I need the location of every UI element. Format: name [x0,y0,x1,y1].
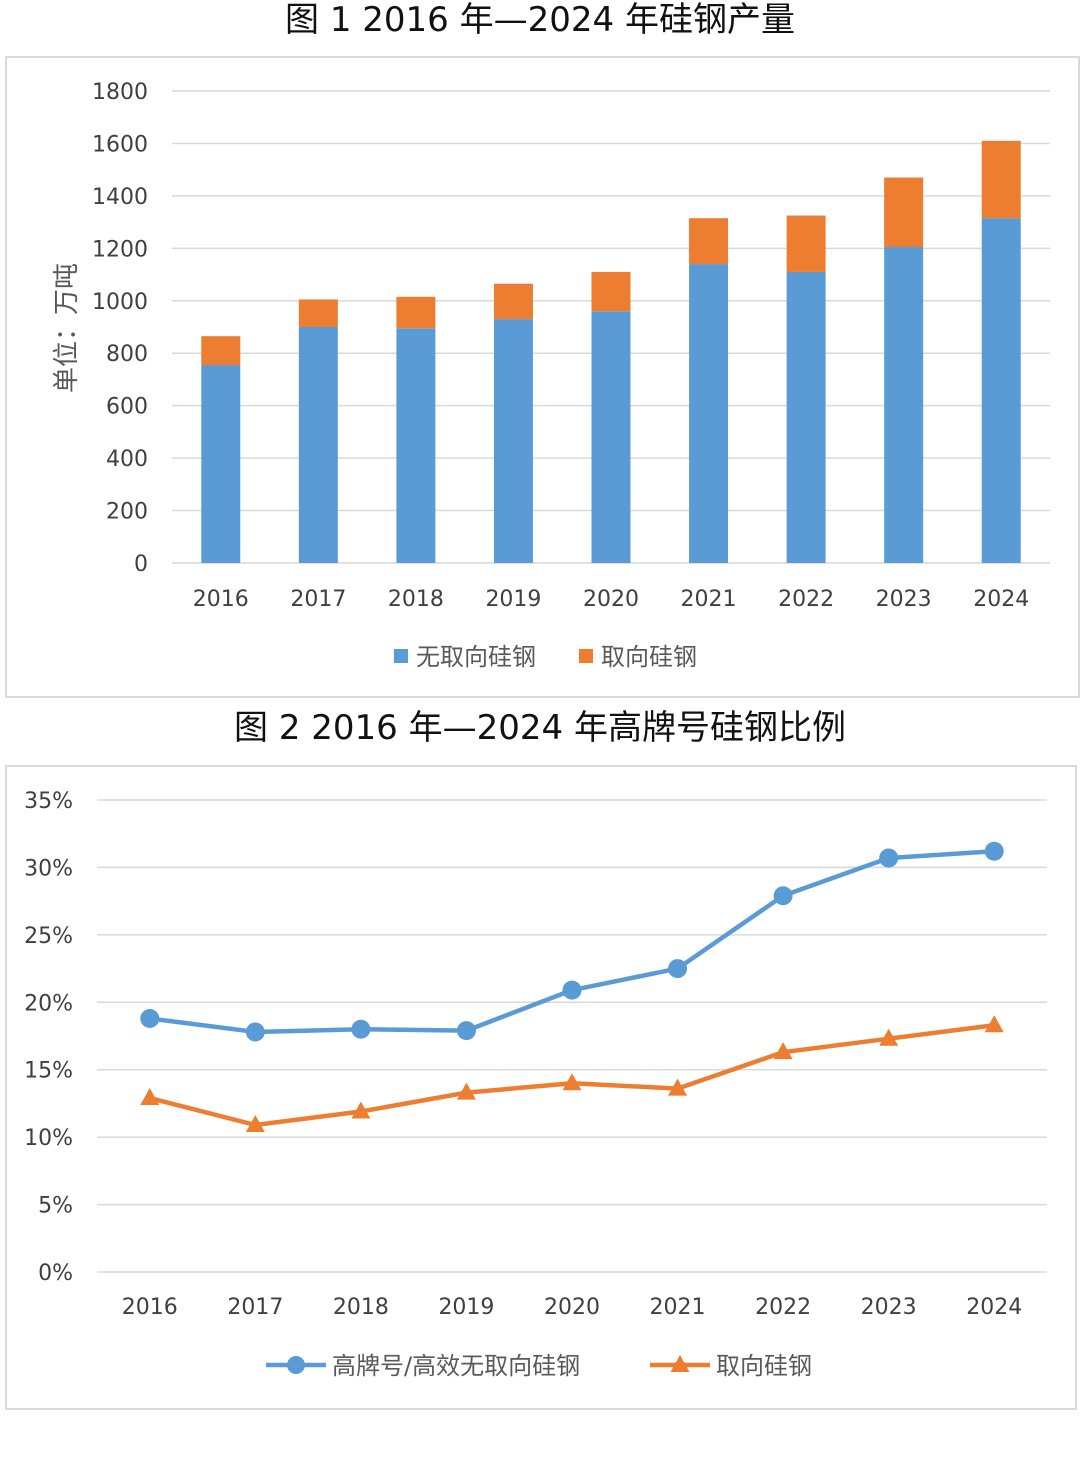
y-tick-label: 10% [24,1126,73,1151]
x-tick-label: 2017 [227,1295,283,1320]
y-tick-label: 20% [24,991,73,1016]
x-tick-label: 2023 [861,1295,917,1320]
legend-label: 取向硅钢 [716,1352,812,1380]
y-tick-label: 400 [106,447,148,472]
x-tick-label: 2017 [290,587,346,612]
x-tick-label: 2024 [966,1295,1022,1320]
bar-non-oriented [396,328,436,563]
data-point-circle [562,980,582,1000]
y-axis-title: 单位：万吨 [52,263,82,393]
data-point-circle [140,1008,160,1028]
legend-label: 无取向硅钢 [416,643,536,671]
legend-label: 高牌号/高效无取向硅钢 [332,1352,580,1380]
data-point-circle [245,1022,265,1042]
series-line-high-grade [149,849,995,1035]
x-tick-label: 2020 [583,587,639,612]
y-tick-label: 35% [24,789,73,814]
data-point-triangle [773,1042,793,1060]
bar-oriented [493,283,533,320]
y-tick-label: 1600 [92,132,148,157]
x-tick-label: 2021 [650,1295,706,1320]
data-point-triangle [879,1028,899,1046]
x-tick-label: 2022 [755,1295,811,1320]
y-tick-label: 600 [106,395,148,420]
x-tick-label: 2021 [681,587,737,612]
x-tick-label: 2023 [876,587,932,612]
figure2-chart: 0% 5% 10% 15% 20% 25% 30% 35% 2016 2017 2018 2019 20… [24,789,1047,1380]
figure1-title: 图 1 2016 年—2024 年硅钢产量 [285,0,795,40]
x-tick-label: 2019 [438,1295,494,1320]
legend-marker-circle [287,1356,305,1374]
data-point-circle [351,1019,371,1039]
data-point-triangle [351,1101,371,1119]
data-point-triangle [456,1082,476,1100]
y-tick-label: 1200 [92,237,148,262]
bar-non-oriented [689,264,729,563]
bar-oriented [884,177,924,248]
figure2-chart-panel: 0% 5% 10% 15% 20% 25% 30% 35% 2016 2017 2018 2019 20… [5,765,1077,1410]
bar-non-oriented [298,327,338,563]
x-tick-label: 2022 [778,587,834,612]
y-tick-label: 200 [106,500,148,525]
data-point-circle [668,959,688,979]
x-tick-label: 2016 [122,1295,178,1320]
y-tick-label: 25% [24,924,73,949]
legend-marker-triangle [670,1355,690,1372]
legend-swatch [394,649,408,663]
y-tick-label: 1800 [92,80,148,105]
bar-non-oriented [201,365,241,563]
bar-oriented [396,296,436,329]
x-tick-label: 2016 [193,587,249,612]
bar-non-oriented [591,311,631,563]
data-point-triangle [562,1073,582,1091]
data-point-triangle [140,1088,160,1106]
y-tick-label: 1000 [92,290,148,315]
y-tick-label: 800 [106,342,148,367]
x-tick-label: 2018 [388,587,444,612]
bar-oriented [298,299,338,327]
x-tick-label: 2019 [485,587,541,612]
bar-non-oriented [884,247,924,563]
bar-non-oriented [981,218,1021,563]
y-tick-label: 30% [24,856,73,881]
bar-oriented [981,140,1021,219]
bar-oriented [591,271,631,312]
bar-oriented [786,215,826,272]
data-point-triangle [984,1015,1004,1033]
legend-swatch [579,649,593,663]
data-point-circle [773,886,793,906]
x-tick-label: 2024 [973,587,1029,612]
figure1-chart: 0 200 400 600 800 1000 1200 1400 1600 1800 单位：万吨 20… [52,80,1050,671]
y-tick-label: 1400 [92,185,148,210]
bar-oriented [689,218,729,265]
y-tick-label: 5% [38,1194,73,1219]
x-tick-label: 2020 [544,1295,600,1320]
x-tick-label: 2018 [333,1295,389,1320]
y-tick-label: 0% [38,1261,73,1286]
data-point-triangle [668,1078,688,1096]
data-point-circle [984,841,1004,861]
bar-oriented [201,336,241,366]
data-point-triangle [245,1115,265,1133]
data-point-circle [456,1021,476,1041]
data-point-circle [879,848,899,868]
figure1-chart-panel: 0 200 400 600 800 1000 1200 1400 1600 1800 单位：万吨 20… [5,56,1080,698]
bar-non-oriented [786,271,826,563]
figure2-title: 图 2 2016 年—2024 年高牌号硅钢比例 [234,708,846,748]
legend-label: 取向硅钢 [601,643,697,671]
y-tick-label: 15% [24,1059,73,1084]
y-tick-label: 0 [134,552,148,577]
bar-non-oriented [493,319,533,563]
